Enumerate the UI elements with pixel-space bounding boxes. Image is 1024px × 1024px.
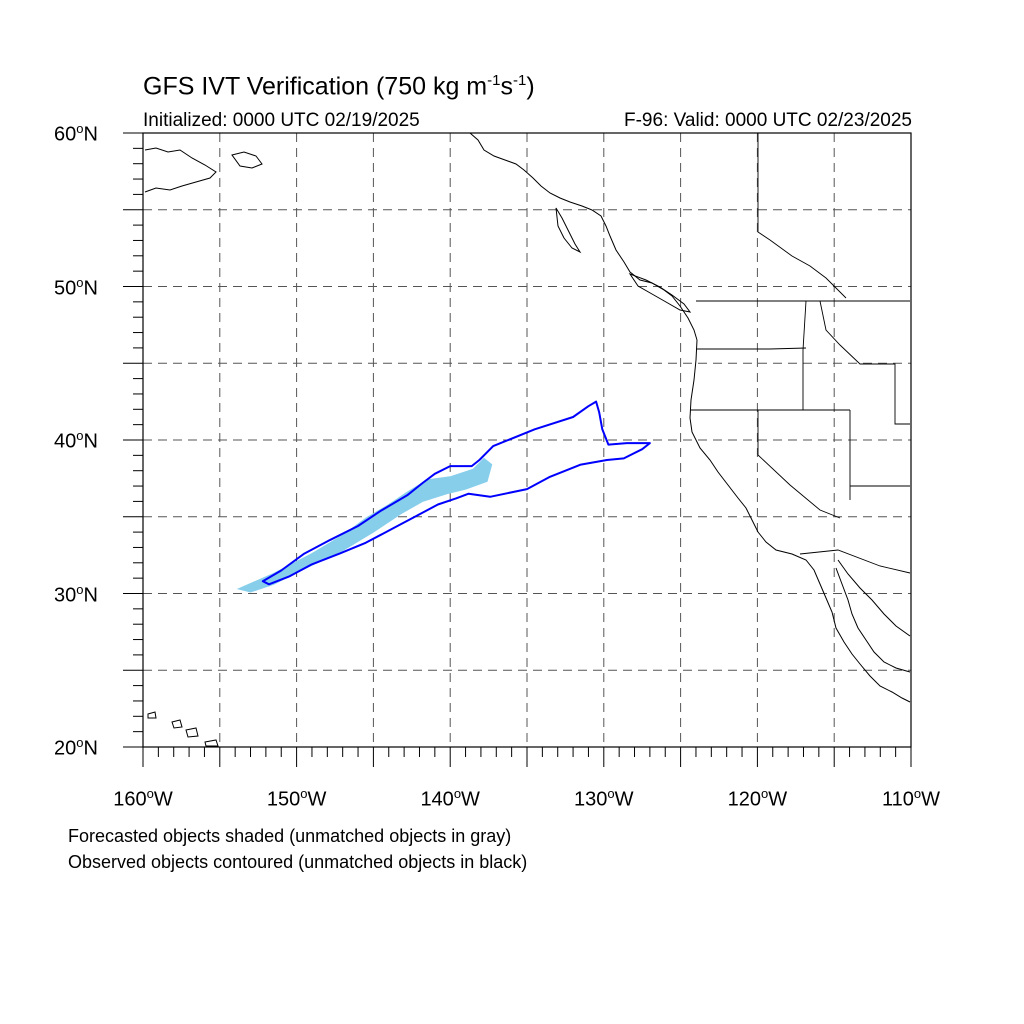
observed-object [261,400,651,586]
lon-label-140: 140oW [420,786,480,811]
border-mt [819,300,910,425]
coastline-us [689,339,911,703]
island-hawaii-4 [204,739,219,747]
island-kodiak [231,151,263,169]
lat-label-20: 20oN [54,735,98,760]
island-vancouver [628,272,692,313]
island-hawaii-1 [147,711,157,719]
lon-label-130: 130oW [574,786,634,811]
grid-lines [143,133,911,747]
island-haida [555,207,582,254]
lat-label-50: 50oN [54,274,98,300]
observed-object-layer [261,400,651,586]
note-forecast: Forecasted objects shaded (unmatched obj… [68,826,512,846]
baja-inner [835,567,911,673]
chart-title: GFS IVT Verification (750 kg m-1s-1) [143,72,535,101]
forecast-object-layer [236,457,493,593]
coastline-bc [469,132,698,341]
lat-label-40: 40oN [54,428,98,453]
lat-label-60: 60oN [54,121,98,146]
lon-label-160: 160oW [113,786,173,811]
valid-time: F-96: Valid: 0000 UTC 02/23/2025 [624,110,912,131]
border-bc-ab [757,133,847,299]
island-hawaii-2 [171,719,183,729]
alaska-coast [144,147,217,193]
initialized-time: Initialized: 0000 UTC 02/19/2025 [143,110,420,131]
island-hawaii-3 [185,727,199,738]
lon-label-120: 120oW [727,786,788,811]
political-borders [690,133,911,574]
coastlines [144,132,911,747]
lon-label-110: 110oW [881,786,941,811]
coastline-gulf [837,559,911,637]
border-or-wa [697,347,807,350]
border-idaho [802,300,807,410]
border-ca-nv [757,410,841,519]
tick-marks [123,132,912,767]
lon-label-150: 150oW [266,786,327,811]
note-observed: Observed objects contoured (unmatched ob… [68,852,528,872]
map-frame [142,132,912,748]
border-mexico [799,549,911,574]
lat-label-30: 30oN [54,581,98,607]
forecast-object [236,457,493,593]
